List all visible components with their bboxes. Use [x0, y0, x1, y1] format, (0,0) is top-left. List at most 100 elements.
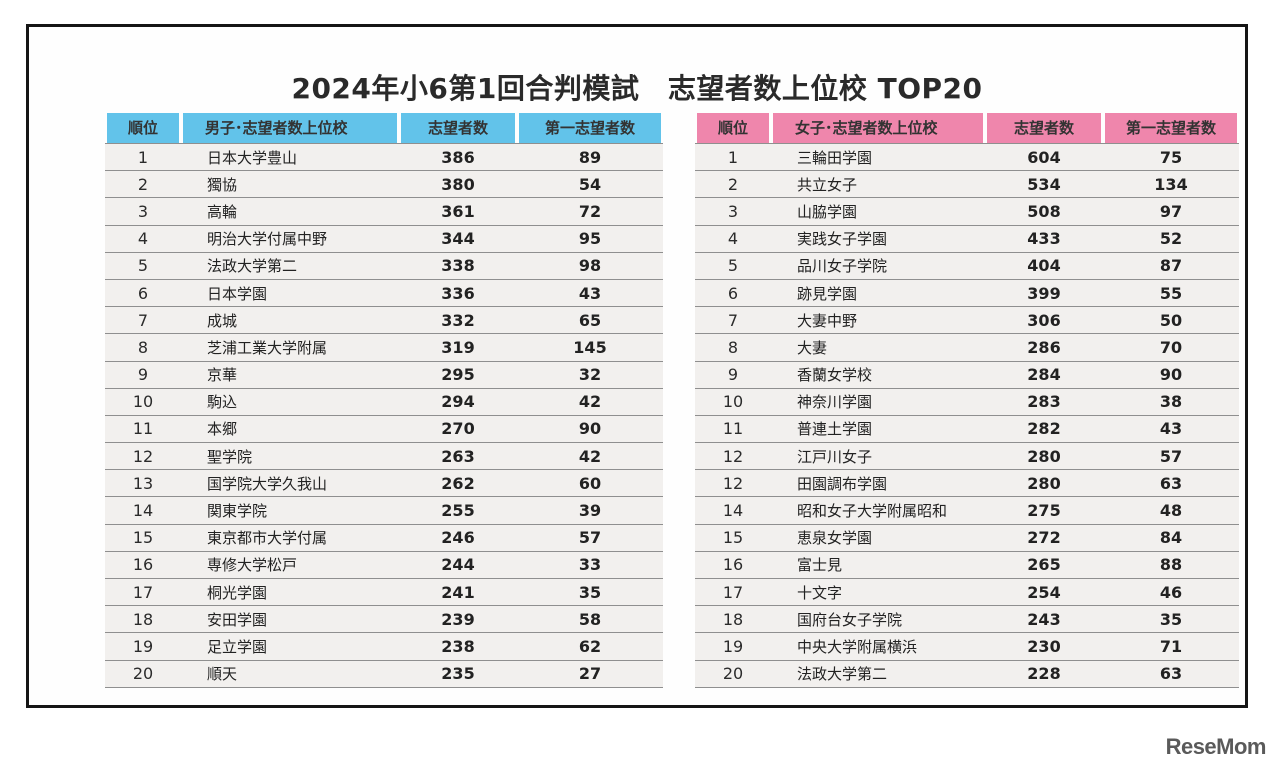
table-row: 15 東京都市大学付属 246 57 — [105, 524, 663, 552]
table-header-row: 順位 女子･志望者数上位校 志望者数 第一志望者数 — [695, 113, 1239, 143]
applicants-cell: 241 — [399, 579, 517, 607]
rank-cell: 20 — [105, 660, 181, 688]
school-name-cell: 普連土学園 — [771, 415, 985, 444]
table-row: 3 山脇学園 508 97 — [695, 198, 1239, 226]
school-name-cell: 十文字 — [771, 579, 985, 607]
applicants-cell: 294 — [399, 388, 517, 416]
school-name-cell: 成城 — [181, 307, 399, 335]
first-choice-cell: 95 — [517, 225, 663, 253]
first-choice-cell: 55 — [1103, 279, 1239, 308]
first-choice-cell: 84 — [1103, 524, 1239, 552]
school-name-cell: 関東学院 — [181, 497, 399, 525]
rank-cell: 10 — [105, 388, 181, 416]
first-choice-cell: 65 — [517, 307, 663, 335]
table-row: 7 大妻中野 306 50 — [695, 307, 1239, 335]
school-name-cell: 大妻 — [771, 334, 985, 362]
first-choice-cell: 90 — [517, 415, 663, 444]
rank-cell: 4 — [695, 225, 771, 253]
applicants-cell: 246 — [399, 524, 517, 552]
rank-cell: 18 — [105, 606, 181, 634]
applicants-cell: 244 — [399, 551, 517, 579]
first-choice-cell: 70 — [1103, 334, 1239, 362]
school-name-cell: 中央大学附属横浜 — [771, 633, 985, 661]
column-header-rank: 順位 — [695, 113, 771, 143]
applicants-cell: 604 — [985, 143, 1103, 172]
page-title: 2024年小6第1回合判模試 志望者数上位校 TOP20 — [291, 72, 983, 105]
rank-cell: 18 — [695, 606, 771, 634]
applicants-cell: 238 — [399, 633, 517, 661]
table-row: 17 桐光学園 241 35 — [105, 579, 663, 607]
first-choice-cell: 52 — [1103, 225, 1239, 253]
first-choice-cell: 75 — [1103, 143, 1239, 172]
table-row: 8 芝浦工業大学附属 319 145 — [105, 334, 663, 362]
applicants-cell: 344 — [399, 225, 517, 253]
first-choice-cell: 57 — [517, 524, 663, 552]
applicants-cell: 399 — [985, 279, 1103, 308]
boys-ranking-panel: 順位 男子･志望者数上位校 志望者数 第一志望者数 1 日本大学豊山 386 89 2 獨… — [105, 113, 663, 688]
table-row: 12 江戸川女子 280 57 — [695, 443, 1239, 471]
applicants-cell: 262 — [399, 470, 517, 498]
school-name-cell: 神奈川学園 — [771, 388, 985, 416]
table-row: 13 国学院大学久我山 262 60 — [105, 470, 663, 498]
school-name-cell: 田園調布学園 — [771, 470, 985, 498]
school-name-cell: 品川女子学院 — [771, 252, 985, 280]
rank-cell: 11 — [105, 415, 181, 444]
rank-cell: 9 — [695, 361, 771, 389]
applicants-cell: 319 — [399, 334, 517, 362]
applicants-cell: 239 — [399, 606, 517, 634]
school-name-cell: 三輪田学園 — [771, 143, 985, 172]
applicants-cell: 270 — [399, 415, 517, 444]
school-name-cell: 獨協 — [181, 171, 399, 199]
rank-cell: 12 — [105, 443, 181, 471]
school-name-cell: 高輪 — [181, 198, 399, 226]
column-header-school: 女子･志望者数上位校 — [771, 113, 985, 143]
school-name-cell: 法政大学第二 — [181, 252, 399, 280]
resemom-logo: ReseMom — [1165, 734, 1267, 759]
girls-ranking-table: 順位 女子･志望者数上位校 志望者数 第一志望者数 1 三輪田学園 604 75 2 共立… — [695, 113, 1239, 688]
applicants-cell: 255 — [399, 497, 517, 525]
school-name-cell: 京華 — [181, 361, 399, 389]
applicants-cell: 295 — [399, 361, 517, 389]
table-row: 5 品川女子学院 404 87 — [695, 252, 1239, 280]
rank-cell: 17 — [695, 579, 771, 607]
school-name-cell: 駒込 — [181, 388, 399, 416]
table-row: 9 香蘭女学校 284 90 — [695, 361, 1239, 389]
applicants-cell: 230 — [985, 633, 1103, 661]
rank-cell: 6 — [695, 279, 771, 308]
table-row: 19 中央大学附属横浜 230 71 — [695, 633, 1239, 661]
first-choice-cell: 32 — [517, 361, 663, 389]
table-row: 10 神奈川学園 283 38 — [695, 388, 1239, 416]
school-name-cell: 江戸川女子 — [771, 443, 985, 471]
rank-cell: 9 — [105, 361, 181, 389]
applicants-cell: 380 — [399, 171, 517, 199]
applicants-cell: 254 — [985, 579, 1103, 607]
table-row: 12 田園調布学園 280 63 — [695, 470, 1239, 498]
table-row: 16 専修大学松戸 244 33 — [105, 551, 663, 579]
table-row: 2 共立女子 534 134 — [695, 171, 1239, 199]
school-name-cell: 山脇学園 — [771, 198, 985, 226]
rank-cell: 16 — [105, 551, 181, 579]
applicants-cell: 534 — [985, 171, 1103, 199]
rank-cell: 7 — [105, 307, 181, 335]
school-name-cell: 香蘭女学校 — [771, 361, 985, 389]
first-choice-cell: 62 — [517, 633, 663, 661]
first-choice-cell: 54 — [517, 171, 663, 199]
school-name-cell: 日本大学豊山 — [181, 143, 399, 172]
school-name-cell: 実践女子学園 — [771, 225, 985, 253]
school-name-cell: 安田学園 — [181, 606, 399, 634]
rank-cell: 19 — [695, 633, 771, 661]
table-row: 1 日本大学豊山 386 89 — [105, 143, 663, 172]
rank-cell: 14 — [695, 497, 771, 525]
rank-cell: 20 — [695, 660, 771, 688]
applicants-cell: 306 — [985, 307, 1103, 335]
rank-cell: 6 — [105, 279, 181, 308]
first-choice-cell: 35 — [517, 579, 663, 607]
applicants-cell: 386 — [399, 143, 517, 172]
school-name-cell: 東京都市大学付属 — [181, 524, 399, 552]
table-row: 5 法政大学第二 338 98 — [105, 252, 663, 280]
rank-cell: 2 — [105, 171, 181, 199]
column-header-applicants: 志望者数 — [399, 113, 517, 143]
first-choice-cell: 27 — [517, 660, 663, 688]
school-name-cell: 恵泉女学園 — [771, 524, 985, 552]
rank-cell: 17 — [105, 579, 181, 607]
